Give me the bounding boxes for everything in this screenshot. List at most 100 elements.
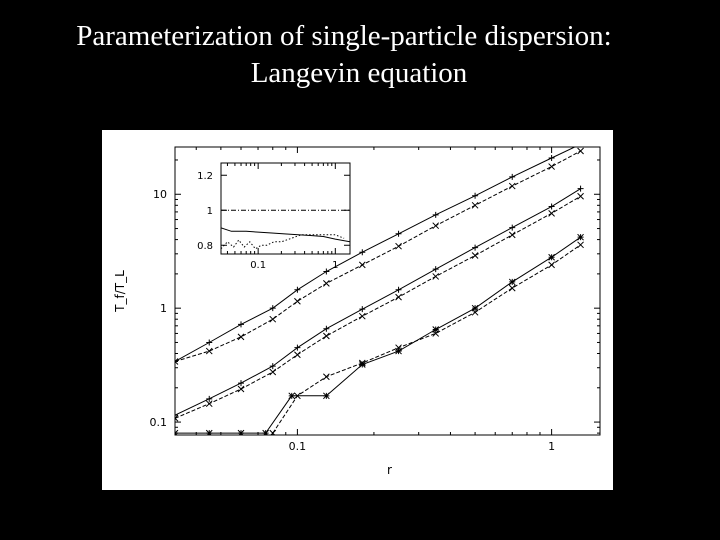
inset-series-2 [221,227,350,243]
main-series-2-point [548,163,555,170]
main-series-1 [175,147,582,365]
inset-series-3-line [221,234,345,250]
inset-series-3 [221,234,345,250]
main-series-2-point [395,242,402,250]
main-series-6-point [294,392,301,400]
main-series-3-point [238,380,245,387]
main-series-5-point [577,233,584,241]
main-y-tick-label: 10 [153,188,167,201]
main-series-2-point [205,347,213,355]
main-series-3-point [432,266,439,273]
main-series-6-point [577,241,584,249]
main-series-1-point [580,147,582,148]
main-series-1-point [269,305,276,312]
main-series-3-point [509,224,516,231]
main-series-4-point [432,273,440,280]
main-x-tick-label: 1 [548,440,555,453]
main-series-6-point [395,344,402,352]
main-series-1-point [238,321,245,328]
main-series-6-point [323,373,330,381]
main-series-2-point [471,201,479,209]
main-series-1-point [294,286,301,293]
inset-y-tick-label: 1 [207,206,213,217]
main-series-4-point [269,368,277,376]
main-series-1-point [323,268,330,275]
figure-panel: 0.1 1 0.1 1 10 r T_f/T_L 0.1 1 0.8 1 1.2 [102,130,613,490]
main-series-2-point [175,358,179,365]
main-series-4-point [323,332,330,340]
main-series-4-point [237,385,245,393]
main-series-1-point [548,155,555,162]
main-series-2-point [432,222,440,230]
main-series-5 [175,233,584,435]
main-series-6-point [508,284,516,292]
main-series-1-point [395,230,402,237]
main-series-4-point [577,192,584,200]
main-y-tick-label: 0.1 [150,416,168,429]
main-series-6-point [548,261,555,269]
main-series-2 [175,147,584,365]
main-plot: 0.1 1 0.1 1 10 r T_f/T_L [113,146,601,477]
main-series-3-point [577,185,584,192]
main-series-3-point [395,286,402,293]
main-series-4-point [395,293,402,301]
main-series-4-point [358,312,366,320]
main-series-4-point [205,400,213,408]
main-series-6-point [432,330,440,337]
main-series-3-point [175,412,178,419]
main-series-5-point [262,429,269,435]
main-series-3-point [472,244,479,251]
y-axis-label: T_f/T_L [113,270,127,313]
main-series-2-point [577,147,584,155]
main-series-3 [175,185,584,419]
main-series-5-point [323,392,330,400]
main-series-3-point [294,344,301,351]
main-series-6 [269,241,584,435]
main-y-tick-label: 1 [160,302,167,315]
slide-title: Parameterization of single-particle disp… [0,18,680,92]
inset-frame [220,162,351,255]
main-series-4-point [508,231,516,239]
main-series-3-point [323,325,330,332]
main-series-5-point [471,304,479,312]
main-series-1-point [175,358,178,365]
inset-x-tick-label: 0.1 [250,260,266,271]
main-series-2-point [237,333,245,341]
main-series-4-point [294,351,301,359]
main-series-1-point [432,211,439,218]
main-series-5-point [548,253,555,261]
main-series-2-point [358,261,366,269]
main-series-1-point [472,192,479,199]
main-series-1-point [359,249,366,256]
main-series-6-point [471,308,479,316]
dispersion-chart: 0.1 1 0.1 1 10 r T_f/T_L 0.1 1 0.8 1 1.2 [113,146,601,477]
inset-y-tick-label: 1.2 [197,171,213,182]
main-series-5-point [205,429,213,435]
main-series-5-point [508,278,516,286]
main-series-3-point [206,395,213,402]
main-series-2-point [269,315,277,323]
main-series-3-point [548,203,555,210]
main-series-1-point [509,173,516,180]
inset-x-tick-label: 1 [332,260,338,271]
inset-series-2-line [221,227,350,243]
slide-title-line-1: Parameterization of single-particle disp… [76,20,612,52]
main-series-6-point [358,359,366,367]
main-series-4-point [548,209,555,217]
main-series-2-point [508,182,516,190]
main-series-4-point [471,252,479,259]
main-series-3-point [359,306,366,313]
main-series-4 [175,192,584,422]
main-series-5-point [358,361,366,368]
main-series-5-point [395,347,402,355]
main-series-6-line [272,244,581,434]
main-series-1-point [206,339,213,346]
main-series-2-point [323,280,330,287]
main-series-3-point [269,363,276,370]
main-series-2-point [294,297,301,305]
main-series-5-point [237,429,245,435]
inset-plot: 0.1 1 0.8 1 1.2 [197,162,351,271]
main-series-5-point [432,326,440,333]
main-series-4-point [175,414,179,422]
main-series-5-point [288,392,296,400]
